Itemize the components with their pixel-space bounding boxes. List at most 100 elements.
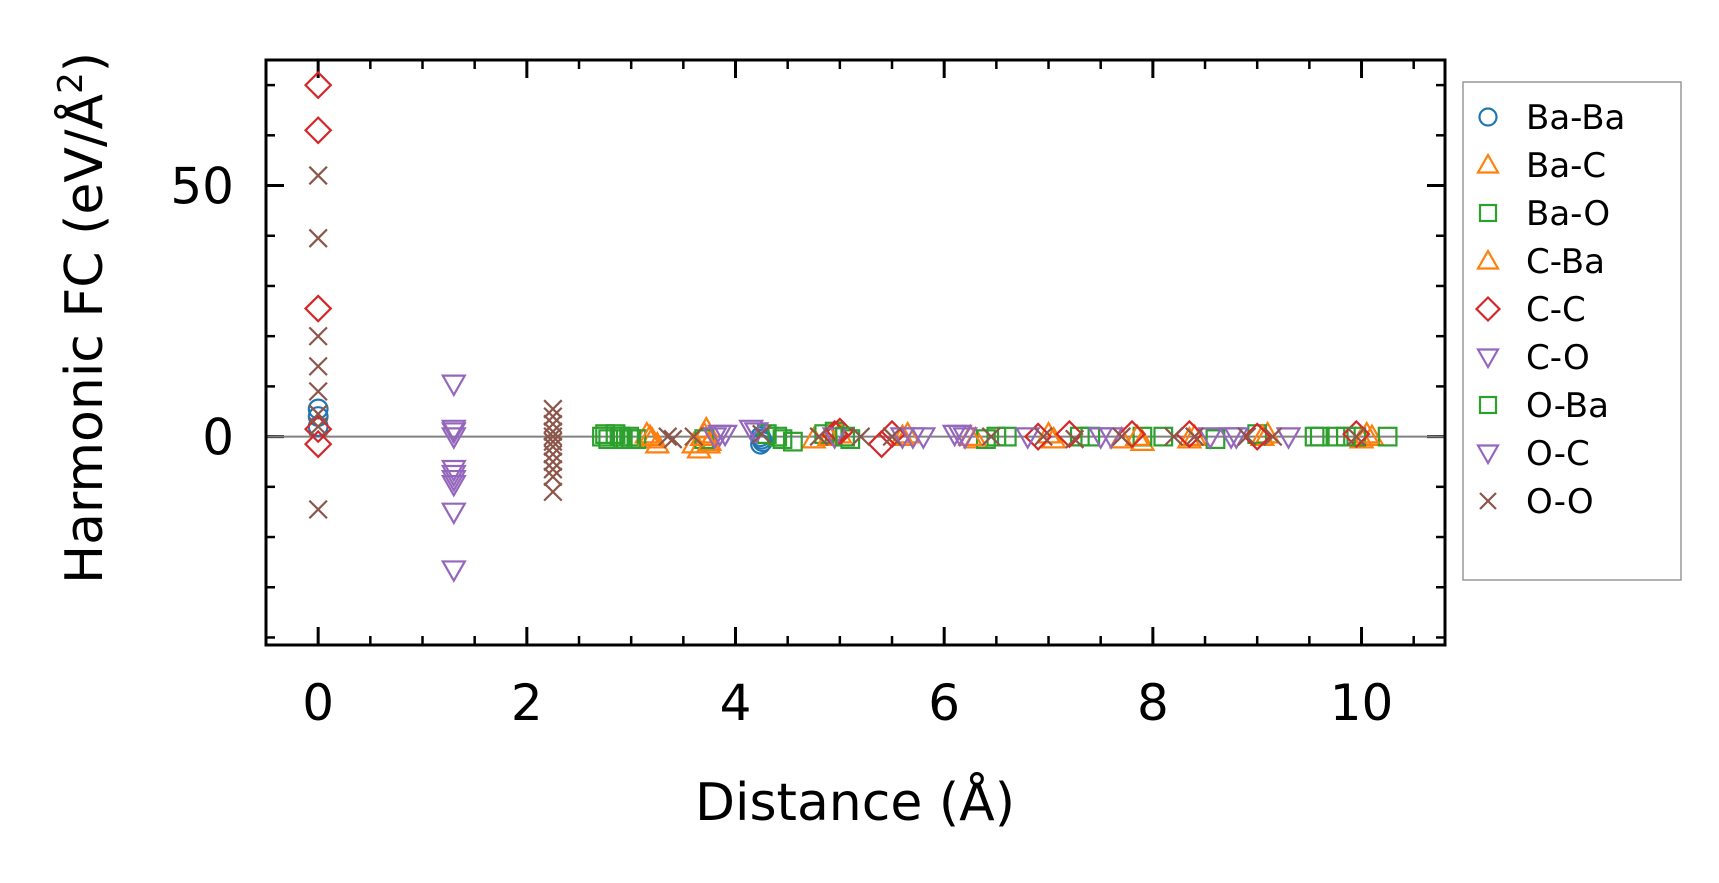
x-tick-label: 2 [511,674,543,732]
data-point-o-o [543,459,563,479]
data-points [303,70,1398,583]
legend-item-ba-o: Ba-O [1478,194,1610,234]
data-point-ba-o [598,429,619,450]
data-point-o-o [1346,427,1366,447]
y-axis-label-sup: 2 [51,72,91,94]
legend-marker [1478,107,1498,127]
legend-marker [1476,444,1500,466]
x-tick-label: 10 [1330,674,1394,732]
x-tick-label: 6 [928,674,960,732]
data-point-c-o [440,419,467,443]
data-point-o-o [658,427,678,447]
data-point-o-o [684,427,704,447]
data-point-o-o [1185,427,1205,447]
legend-item-c-c: C-C [1474,290,1586,330]
data-point-o-o [1111,427,1132,447]
legend-label: Ba-Ba [1526,98,1625,138]
data-point-o-o [1237,427,1257,447]
data-point-o-o [308,326,328,346]
data-point-o-o [543,427,563,447]
data-point-o-ba [610,426,631,447]
data-point-c-o [821,427,848,450]
data-point-c-c [877,419,907,449]
data-point-c-o [440,427,467,450]
data-point-o-o [543,482,563,502]
data-point-o-c [1223,427,1250,450]
legend-item-c-ba: C-Ba [1476,242,1605,282]
data-point-c-ba [637,423,663,446]
data-point-c-c [303,429,333,459]
data-point-c-c [303,294,333,323]
legend-marker [1476,348,1500,370]
data-point-c-c [303,116,333,145]
legend-marker [1479,492,1497,510]
series-o-o [308,165,1366,519]
data-point-c-o [1275,427,1302,450]
legend-marker [1474,295,1502,323]
series-o-ba [595,424,1356,450]
legend-item-ba-ba: Ba-Ba [1478,98,1625,138]
data-point-ba-o [592,426,612,447]
data-point-c-ba [695,430,722,454]
data-point-ba-o [772,429,793,450]
legend-marker [1476,152,1500,174]
data-point-o-c [440,422,467,445]
data-point-c-o [1014,427,1041,450]
legend-item-o-o: O-O [1479,482,1594,522]
x-tick-label: 0 [302,674,334,732]
plot-frame [264,58,1447,647]
data-point-o-o [308,499,328,519]
data-point-ba-o [1325,426,1346,447]
y-tick-label: 50 [170,158,234,216]
data-point-c-c [303,414,333,444]
data-point-o-o [851,427,871,447]
data-point-o-o [1033,427,1053,447]
data-point-o-ba [767,426,788,447]
data-point-c-c [303,70,333,100]
legend-label: O-Ba [1526,386,1609,426]
data-point-c-c [1117,419,1147,449]
data-point-o-o [308,416,328,437]
data-point-o-o [1263,427,1283,447]
legend-label: O-C [1526,434,1590,474]
data-point-ba-o [996,426,1017,447]
y-axis-label: Harmonic FC (eV/Å2) [51,52,115,584]
legend-frame [1462,81,1682,581]
data-point-o-o [809,427,829,447]
data-point-ba-ba [307,398,329,420]
data-point-o-ba [621,429,642,450]
data-point-o-o [543,422,563,442]
y-axis-label-main: Harmonic FC (eV/Å [53,93,115,584]
data-point-o-ba [986,426,1007,447]
data-point-o-o [543,406,563,427]
data-point-c-o [440,560,467,583]
data-point-c-o [440,474,467,498]
data-point-c-c [1242,422,1272,451]
data-point-ba-c [633,420,660,444]
x-tick-label: 4 [720,674,752,732]
data-point-o-c [1197,427,1224,450]
data-point-o-o [308,381,328,401]
data-point-o-o [1065,429,1085,449]
data-point-o-o [308,165,328,186]
legend: Ba-Ba Ba-C Ba-O C-Ba C-C C-O O-Ba O-C O-O [1462,81,1682,581]
data-point-o-o [543,452,563,472]
data-point-ba-o [1205,429,1226,450]
data-point-o-ba [1153,426,1174,447]
y-tick-label: 0 [202,409,234,467]
data-point-o-o [543,444,563,464]
data-point-o-c [1087,427,1114,450]
data-point-o-o [981,427,1001,447]
legend-label: Ba-O [1526,194,1610,234]
data-point-o-o [308,356,328,376]
data-point-c-c [1055,419,1084,449]
legend-item-c-o: C-O [1476,338,1590,378]
data-point-o-o [543,437,563,457]
legend-label: C-Ba [1526,242,1605,282]
legend-label: O-O [1526,482,1594,522]
data-point-o-ba [835,426,855,447]
data-point-c-o [440,502,467,526]
legend-label: C-C [1526,290,1586,330]
legend-item-o-c: O-C [1476,434,1590,474]
x-axis-label: Distance (Å) [695,771,1015,833]
